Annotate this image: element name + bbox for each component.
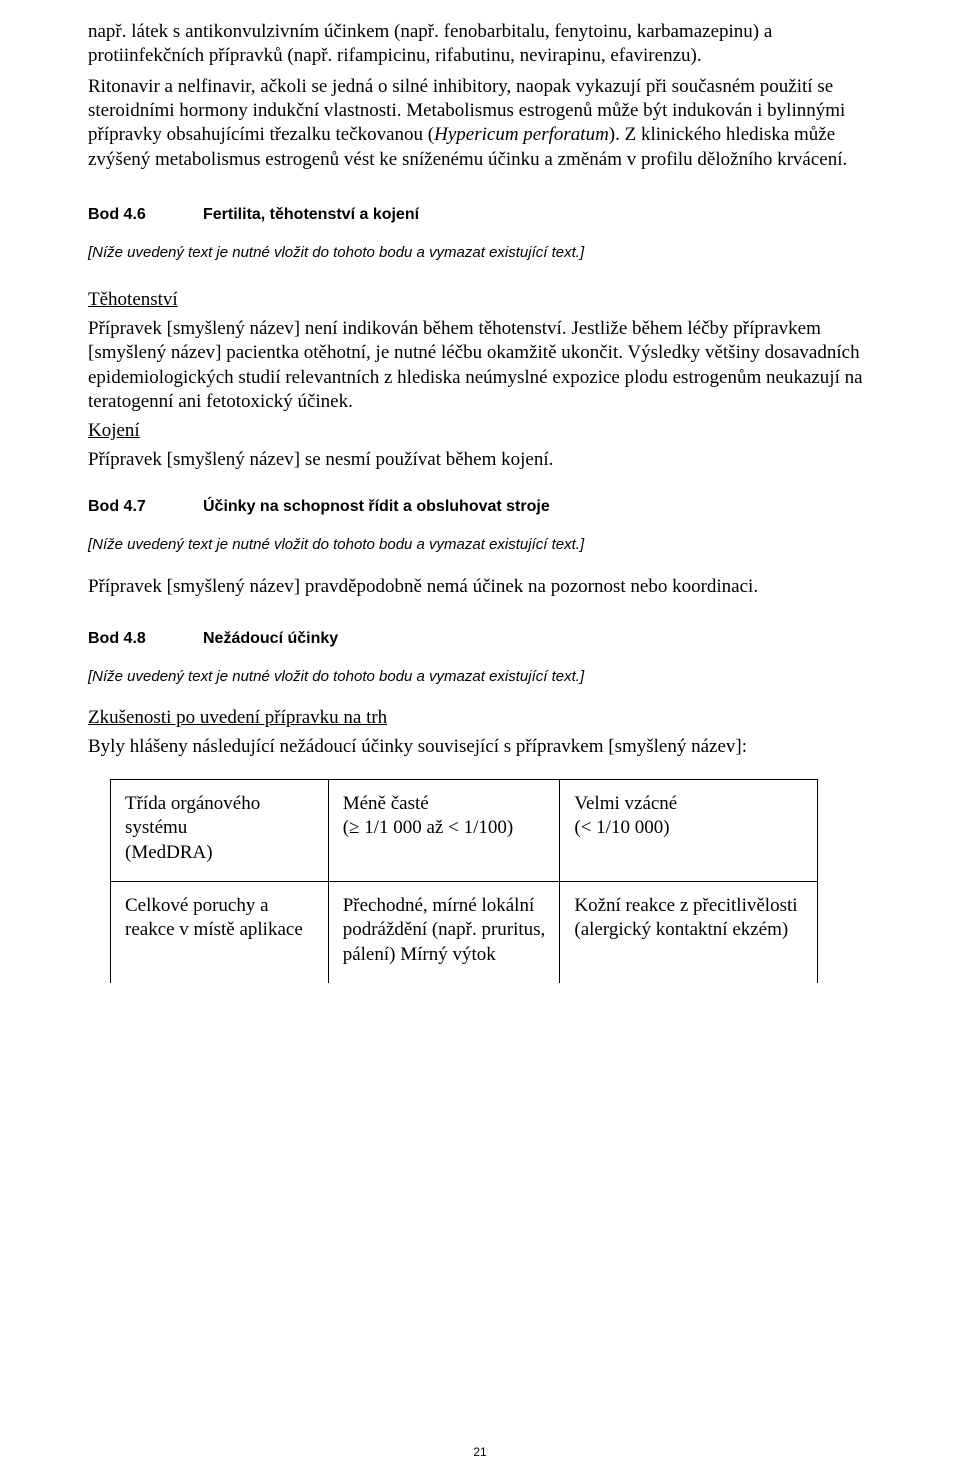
- lactation-subhead: Kojení: [88, 420, 872, 442]
- section-4-8-note: [Níže uvedený text je nutné vložit do to…: [88, 668, 872, 685]
- section-4-6-heading: Bod 4.6Fertilita, těhotenství a kojení: [88, 206, 872, 224]
- section-4-8-number: Bod 4.8: [88, 630, 203, 648]
- table-header-cell-veryrare: Velmi vzácné (< 1/10 000): [560, 780, 818, 881]
- cell-line: Méně časté: [343, 793, 429, 814]
- cell-line: Třída orgánového systému: [125, 793, 260, 838]
- table-cell-veryrare-value: Kožní reakce z přecitlivělosti (alergick…: [560, 882, 818, 983]
- lactation-paragraph: Přípravek [smyšlený název] se nesmí použ…: [88, 448, 872, 472]
- section-4-7-number: Bod 4.7: [88, 498, 203, 516]
- section-4-6-number: Bod 4.6: [88, 206, 203, 224]
- adverse-effects-table: Třída orgánového systému (MedDRA) Méně č…: [110, 779, 818, 983]
- cell-line: (< 1/10 000): [574, 817, 669, 838]
- cell-line: (≥ 1/1 000 až < 1/100): [343, 817, 513, 838]
- section-4-8-heading: Bod 4.8Nežádoucí účinky: [88, 630, 872, 648]
- pregnancy-paragraph: Přípravek [smyšlený název] není indiková…: [88, 317, 872, 414]
- table-header-cell-uncommon: Méně časté (≥ 1/1 000 až < 1/100): [329, 780, 561, 881]
- intro-paragraph-1: např. látek s antikonvulzivním účinkem (…: [88, 20, 872, 69]
- cell-line: (MedDRA): [125, 842, 213, 863]
- pregnancy-subhead: Těhotenství: [88, 289, 872, 311]
- cell-line: Velmi vzácné: [574, 793, 677, 814]
- section-4-7-heading: Bod 4.7Účinky na schopnost řídit a obslu…: [88, 498, 872, 516]
- table-header-cell-class: Třída orgánového systému (MedDRA): [111, 780, 329, 881]
- table-cell-class-value: Celkové poruchy a reakce v místě aplikac…: [111, 882, 329, 983]
- table-row: Celkové poruchy a reakce v místě aplikac…: [111, 882, 818, 983]
- intro-p2-italic: Hypericum perforatum: [434, 124, 609, 145]
- section-4-6-title: Fertilita, těhotenství a kojení: [203, 206, 419, 223]
- page-number: 21: [0, 1445, 960, 1459]
- section-4-6-body: Těhotenství Přípravek [smyšlený název] n…: [88, 289, 872, 473]
- section-4-6-note: [Níže uvedený text je nutné vložit do to…: [88, 244, 872, 261]
- section-4-8-title: Nežádoucí účinky: [203, 630, 338, 647]
- table-cell-uncommon-value: Přechodné, mírné lokální podráždění (nap…: [329, 882, 561, 983]
- postmarket-paragraph: Byly hlášeny následující nežádoucí účink…: [88, 735, 872, 759]
- document-page: např. látek s antikonvulzivním účinkem (…: [0, 0, 960, 1473]
- table-row: Třída orgánového systému (MedDRA) Méně č…: [111, 780, 818, 882]
- postmarket-subhead: Zkušenosti po uvedení přípravku na trh: [88, 707, 872, 729]
- section-4-7-note: [Níže uvedený text je nutné vložit do to…: [88, 536, 872, 553]
- intro-paragraph-2: Ritonavir a nelfinavir, ačkoli se jedná …: [88, 75, 872, 172]
- section-4-7-title: Účinky na schopnost řídit a obsluhovat s…: [203, 498, 550, 515]
- section-4-7-paragraph: Přípravek [smyšlený název] pravděpodobně…: [88, 575, 872, 599]
